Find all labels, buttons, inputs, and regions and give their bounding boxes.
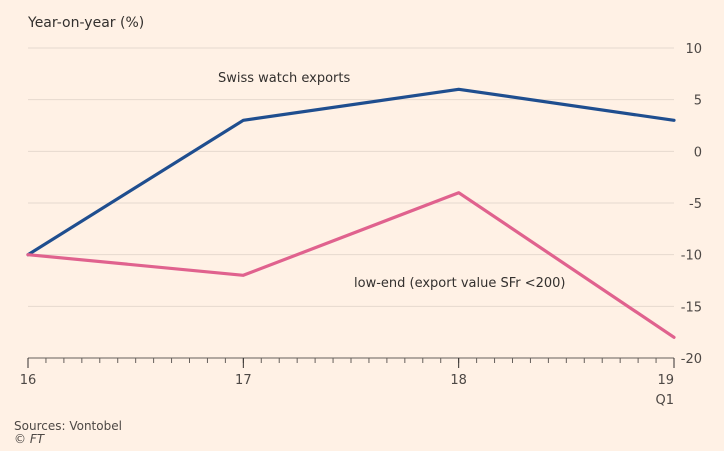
- x-tick-label: 18: [450, 373, 467, 388]
- y-tick-label: -15: [681, 300, 702, 315]
- y-tick-label: 0: [694, 145, 702, 160]
- x-tick-label: 17: [235, 373, 252, 388]
- x-tick-label: 19: [657, 373, 674, 388]
- series-lines: [26, 87, 676, 339]
- annotation-swiss-watch-exports: Swiss watch exports: [218, 71, 350, 86]
- y-tick-label: -5: [689, 197, 702, 212]
- y-tick-label: -10: [681, 249, 702, 264]
- x-axis: [27, 357, 675, 368]
- gridlines: [28, 47, 674, 307]
- x-tick-label: 16: [20, 373, 37, 388]
- source-note: Sources: Vontobel: [14, 419, 122, 433]
- annotation-low-end: low-end (export value SFr <200): [354, 276, 566, 291]
- x-tick-sublabel: Q1: [655, 393, 674, 408]
- y-tick-label: -20: [681, 352, 702, 367]
- series-line-swiss-watch-exports: [26, 87, 676, 257]
- ft-credit: © FT: [14, 432, 46, 446]
- tick-labels: 10 5 0 -5 -10 -15 -20 16 17 18 19 Q1: [20, 42, 702, 408]
- y-tick-label: 5: [694, 94, 702, 109]
- y-tick-label: 10: [685, 42, 702, 57]
- series-line-low-end: [26, 191, 676, 339]
- y-axis-title: Year-on-year (%): [27, 15, 144, 31]
